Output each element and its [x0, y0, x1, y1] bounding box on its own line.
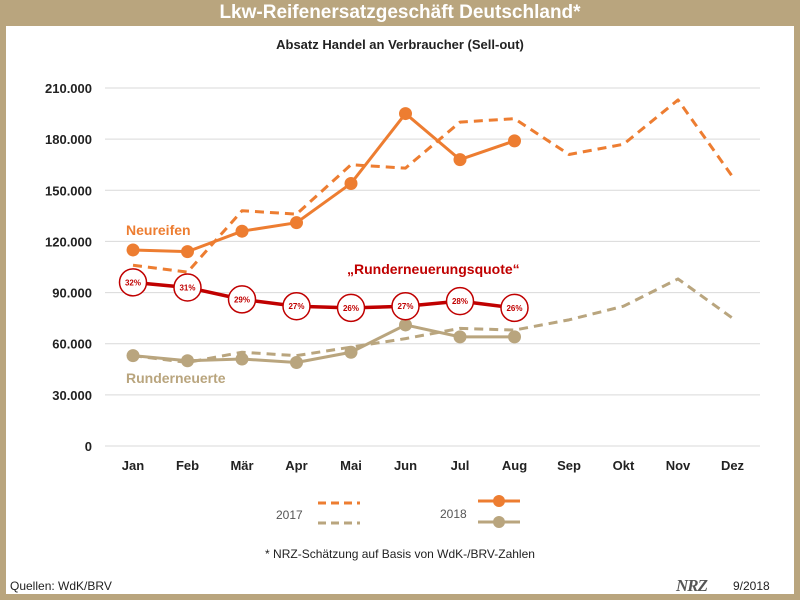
x-tick-label: Jan — [122, 458, 144, 473]
y-tick-label: 30.000 — [52, 388, 92, 403]
data-point — [290, 216, 303, 230]
legend-label-2017: 2017 — [276, 508, 303, 522]
y-tick-label: 0 — [85, 439, 92, 454]
data-point — [126, 243, 140, 257]
x-tick-label: Aug — [502, 458, 527, 473]
quote-label: 31% — [179, 283, 195, 292]
legend: 2017 2018 — [276, 495, 520, 528]
x-tick-label: Dez — [721, 458, 745, 473]
quote-marker — [445, 286, 475, 316]
x-tick-label: Jun — [394, 458, 417, 473]
legend-label-2018: 2018 — [440, 507, 467, 521]
data-point — [235, 352, 249, 366]
publisher-logo: NRZ — [676, 576, 708, 595]
data-point — [344, 176, 358, 190]
quote-marker — [500, 293, 529, 323]
y-axis-ticks: 0 30.000 60.000 90.000 120.000 150.000 180.000… — [45, 81, 92, 454]
annotation-runderneuerte: Runderneuerte — [126, 370, 226, 386]
series-line-runderneuerte-2017 — [132, 277, 734, 364]
quote-marker — [173, 273, 202, 302]
data-point — [453, 153, 467, 167]
quote-marker — [336, 293, 366, 323]
y-tick-label: 90.000 — [52, 286, 92, 301]
quote-marker — [227, 285, 257, 314]
data-point — [508, 330, 521, 344]
chart-subtitle: Absatz Handel an Verbraucher (Sell-out) — [276, 37, 524, 52]
x-tick-label: Nov — [666, 458, 691, 473]
quote-label: 28% — [452, 297, 468, 306]
data-point — [290, 355, 303, 369]
data-point — [399, 107, 412, 121]
data-point — [126, 349, 140, 363]
x-tick-label: Apr — [285, 458, 307, 473]
annotation-quote: „Runderneuerungsquote“ — [347, 261, 520, 277]
legend-marker-runderneuerte-2018 — [493, 516, 505, 528]
y-tick-label: 60.000 — [52, 337, 92, 352]
quote-labels: 32% 31% 29% 27% 26% 27% 28% 26% — [118, 268, 529, 323]
data-point — [508, 134, 521, 148]
y-tick-label: 120.000 — [45, 234, 92, 249]
x-tick-label: Okt — [613, 458, 635, 473]
x-tick-label: Jul — [451, 458, 470, 473]
issue-number: 9/2018 — [733, 579, 770, 593]
quote-label: 27% — [288, 302, 304, 311]
data-point — [181, 245, 194, 259]
y-tick-label: 180.000 — [45, 132, 92, 147]
x-axis-ticks: Jan Feb Mär Apr Mai Jun Jul Aug Sep Okt Nov Dez — [122, 458, 745, 473]
footnote: * NRZ-Schätzung auf Basis von WdK-/BRV-Z… — [265, 547, 535, 561]
quote-label: 26% — [343, 304, 359, 313]
quote-label: 32% — [125, 278, 141, 287]
data-points — [126, 107, 521, 369]
x-tick-label: Mär — [230, 458, 253, 473]
series-line-runderneuerte-2018 — [132, 323, 515, 364]
data-point — [344, 345, 358, 359]
data-point — [235, 224, 249, 238]
data-point — [399, 318, 412, 332]
data-point — [453, 330, 467, 344]
sources-note: Quellen: WdK/BRV — [10, 579, 112, 593]
page-title: Lkw-Reifenersatzgeschäft Deutschland* — [0, 0, 800, 26]
quote-marker — [118, 268, 148, 297]
y-tick-label: 150.000 — [45, 183, 92, 198]
x-tick-label: Sep — [557, 458, 581, 473]
quote-marker — [282, 291, 311, 321]
series-line-neureifen-2018 — [132, 112, 515, 254]
data-point — [181, 354, 194, 368]
x-tick-label: Feb — [176, 458, 199, 473]
annotation-neureifen: Neureifen — [126, 222, 191, 238]
x-tick-label: Mai — [340, 458, 362, 473]
quote-marker — [391, 291, 420, 321]
quote-label: 29% — [234, 295, 250, 304]
quote-label: 27% — [397, 302, 413, 311]
y-tick-label: 210.000 — [45, 81, 92, 96]
series-line-neureifen-2017 — [132, 98, 734, 274]
legend-marker-neureifen-2018 — [493, 495, 505, 507]
quote-label: 26% — [506, 304, 522, 313]
